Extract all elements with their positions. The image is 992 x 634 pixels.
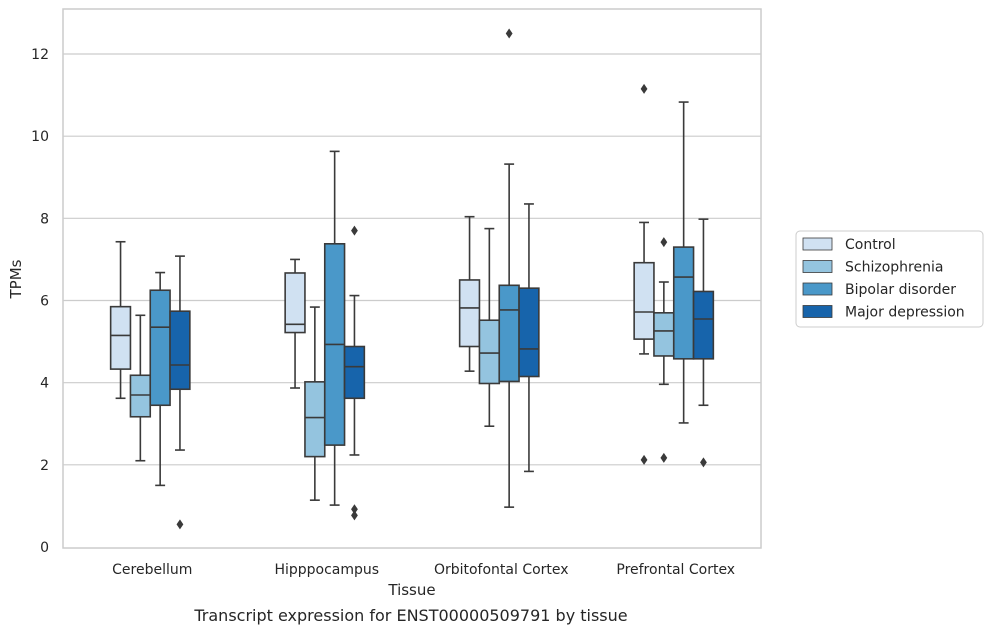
legend-label: Major depression	[845, 305, 965, 321]
box-group	[692, 218, 715, 468]
y-tick-label: 4	[40, 376, 49, 392]
plot-frame	[62, 8, 762, 549]
outlier-point	[351, 225, 358, 236]
box	[169, 310, 191, 391]
legend-swatch	[802, 282, 833, 296]
outlier-point	[640, 454, 648, 465]
outlier-point	[640, 83, 648, 94]
legend-label: Control	[845, 237, 896, 253]
legend: Control Schizophrenia Bipolar disorder Majo…	[795, 230, 984, 328]
box	[149, 289, 171, 407]
box-group	[458, 215, 481, 372]
outlier-point	[351, 504, 358, 515]
box-group	[478, 227, 501, 428]
y-tick-label: 8	[40, 211, 49, 227]
box	[692, 290, 715, 360]
x-tick-label: Cerebellum	[112, 562, 192, 578]
box	[672, 246, 695, 360]
box-group	[518, 203, 540, 473]
box	[518, 287, 540, 378]
outlier-point	[176, 519, 184, 530]
y-axis-ticks: 0 2 4 6 8 10 12	[31, 47, 49, 556]
box-group	[109, 240, 132, 400]
box	[109, 305, 132, 370]
box-group	[633, 83, 655, 465]
legend-frame	[795, 230, 984, 328]
outlier-point	[660, 237, 668, 248]
y-axis-label: TPMs	[7, 259, 25, 299]
box	[284, 272, 306, 334]
box	[304, 381, 326, 458]
outlier-point	[505, 28, 513, 39]
chart-caption: Transcript expression for ENST0000050979…	[194, 606, 628, 625]
x-tick-label: Orbitofontal Cortex	[434, 562, 569, 578]
box-group	[129, 314, 152, 462]
box-group	[284, 258, 306, 389]
y-tick-label: 12	[31, 47, 49, 63]
x-axis-ticks: Cerebellum Hipppocampus Orbitofontal Corte…	[112, 562, 735, 578]
box-group	[498, 28, 520, 508]
box-group	[149, 271, 171, 487]
box-group	[304, 306, 326, 501]
box	[343, 345, 366, 400]
y-tick-label: 10	[31, 129, 49, 145]
box-group	[169, 255, 191, 530]
box	[129, 374, 152, 418]
y-tick-label: 2	[40, 458, 49, 474]
box-group	[323, 150, 346, 506]
y-tick-label: 0	[40, 540, 49, 556]
x-tick-label: Hipppocampus	[274, 562, 379, 578]
x-tick-label: Prefrontal Cortex	[616, 562, 735, 578]
x-axis-label: Tissue	[387, 581, 435, 599]
box	[478, 319, 501, 385]
box	[458, 279, 481, 348]
outlier-point	[660, 452, 668, 463]
legend-swatch	[802, 260, 833, 273]
box	[653, 312, 675, 357]
legend-label: Schizophrenia	[845, 260, 943, 276]
box	[633, 261, 655, 340]
legend-swatch	[802, 237, 833, 251]
box	[498, 284, 520, 383]
box-group	[653, 237, 675, 463]
box-group	[343, 225, 366, 521]
legend-label: Bipolar disorder	[845, 282, 956, 298]
box-group	[672, 101, 695, 424]
legend-swatch	[802, 305, 833, 318]
box-plot-chart: 0 2 4 6 8 10 12 Cerebellum Hipppocampus Orbitofo…	[7, 8, 984, 599]
box-groups	[109, 28, 715, 530]
outlier-point	[700, 457, 707, 468]
y-tick-label: 6	[40, 294, 49, 310]
outlier-point	[351, 510, 358, 521]
